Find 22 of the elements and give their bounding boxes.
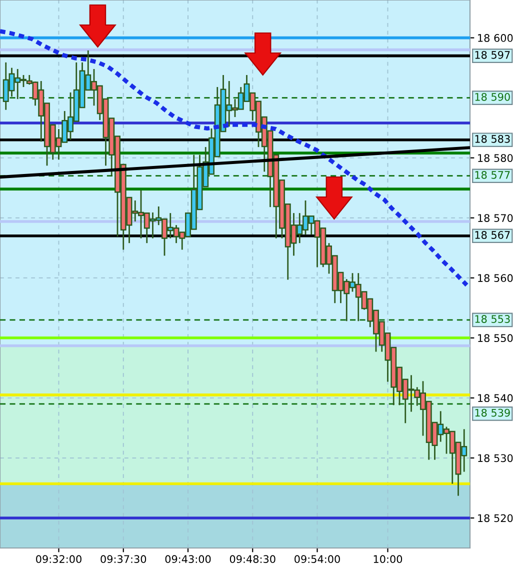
ref-line-label: 18 577: [475, 171, 510, 179]
y-tick-label: 18 560: [478, 274, 513, 282]
line-series: [0, 29, 469, 288]
x-tick-label: 09:37:30: [100, 555, 146, 564]
ref-line-label: 18 597: [475, 50, 510, 59]
y-tick-label: 18 550: [478, 334, 513, 342]
x-tick-label: 09:54:00: [294, 555, 340, 564]
y-tick-label: 18 570: [478, 214, 513, 222]
ref-line-label: 18 539: [475, 408, 510, 417]
ref-line-label: 18 553: [475, 315, 510, 323]
y-tick-label: 18 520: [478, 514, 513, 522]
x-tick-label: 09:32:00: [36, 555, 82, 564]
ref-line-label: 18 567: [475, 231, 510, 239]
y-tick-label: 18 540: [478, 394, 513, 402]
y-tick-label: 18 530: [478, 454, 513, 462]
x-tick-label: 09:43:00: [165, 555, 211, 564]
x-tick-label: 09:48:30: [230, 555, 276, 564]
x-tick-label: 10:00: [374, 555, 402, 564]
y-tick-label: 18 600: [478, 34, 513, 42]
ref-line-label: 18 590: [475, 92, 510, 101]
ref-line-label: 18 583: [475, 134, 510, 143]
y-tick-label: 18 580: [478, 154, 513, 162]
